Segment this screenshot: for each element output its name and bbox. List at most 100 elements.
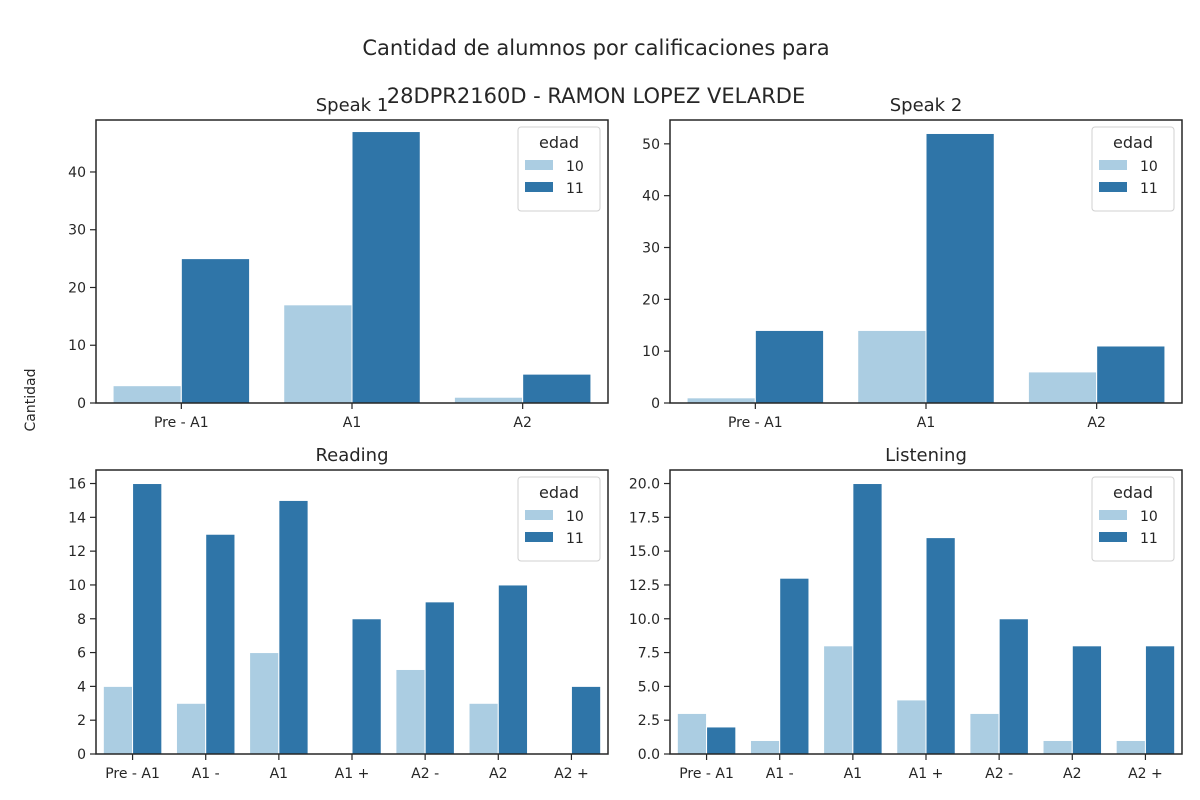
bar-series-11 — [754, 329, 825, 404]
x-tick-label: A1 — [343, 415, 361, 431]
legend: edad 10 11 — [517, 126, 601, 212]
subplot-title: Listening — [885, 445, 967, 466]
y-tick-label: 50 — [642, 137, 660, 153]
y-tick-label: 10 — [68, 578, 86, 594]
x-tick-label: A2 - — [985, 766, 1013, 782]
legend: edad 10 11 — [1091, 476, 1175, 562]
y-tick-label: 0 — [77, 747, 86, 763]
y-tick-label: 30 — [68, 223, 86, 239]
bar-series-10 — [676, 712, 708, 755]
subplot-title: Speak 1 — [316, 95, 389, 116]
y-tick-label: 17.5 — [629, 510, 660, 526]
legend-swatch — [1099, 532, 1127, 542]
bar-series-11 — [570, 685, 602, 755]
y-tick-label: 2 — [77, 713, 86, 729]
legend-swatch — [1099, 160, 1127, 170]
x-tick-label: A2 — [1087, 415, 1105, 431]
y-tick-label: 6 — [77, 646, 86, 662]
bar-series-11 — [998, 618, 1029, 755]
x-tick-label: A1 - — [192, 766, 220, 782]
legend-swatch — [525, 510, 553, 520]
chart-panel-2: Speak 2 0 10 20 30 40 50 Pre - A1 A1 A2 edad 10 11 — [642, 95, 1183, 431]
y-tick-label: 20 — [68, 280, 86, 296]
legend-label: 10 — [1140, 159, 1158, 175]
y-tick-label: 12 — [68, 544, 86, 560]
y-tick-label: 40 — [642, 189, 660, 205]
legend: edad 10 11 — [517, 476, 601, 562]
legend-title: edad — [1113, 483, 1153, 502]
legend-title: edad — [539, 483, 579, 502]
y-tick-label: 0 — [651, 396, 660, 412]
bar-series-11 — [706, 726, 737, 755]
y-tick-label: 20.0 — [629, 477, 660, 493]
legend-swatch — [1099, 182, 1127, 192]
chart-panel-3: Reading 0 2 4 6 8 10 12 14 16 Pre - A1 A1 - A1 A1 + A2… — [68, 445, 609, 782]
chart-panel-4: Listening 0.0 2.5 5.0 7.5 10.0 12.5 15.0 17.5 20.… — [629, 445, 1183, 782]
bar-series-11 — [424, 601, 455, 755]
x-tick-label: A1 — [917, 415, 935, 431]
legend-label: 10 — [566, 159, 584, 175]
legend-title: edad — [539, 133, 579, 152]
legend-label: 11 — [566, 181, 584, 197]
y-tick-label: 40 — [68, 165, 86, 181]
y-tick-label: 2.5 — [638, 713, 660, 729]
subplot-title: Speak 2 — [890, 95, 963, 116]
bar-series-11 — [1096, 345, 1166, 404]
bar-series-11 — [180, 258, 251, 404]
bar-series-10 — [102, 685, 134, 755]
x-tick-label: A1 — [844, 766, 862, 782]
bar-series-10 — [283, 304, 353, 404]
x-tick-label: A1 - — [766, 766, 794, 782]
bar-series-11 — [852, 483, 883, 755]
legend-swatch — [1099, 510, 1127, 520]
legend-swatch — [525, 182, 553, 192]
x-tick-label: A1 + — [335, 766, 370, 782]
plot-frame — [95, 119, 609, 404]
chart-panel-1: Speak 1 0 10 20 30 40 Pre - A1 A1 A2 edad 10 11 — [68, 95, 609, 431]
bar-series-11 — [278, 499, 309, 755]
bar-series-10 — [969, 712, 1000, 755]
x-tick-label: A2 — [513, 415, 531, 431]
bar-series-10 — [1027, 371, 1098, 404]
y-tick-label: 0.0 — [638, 747, 660, 763]
bar-series-11 — [522, 373, 592, 404]
plot-frame — [95, 469, 609, 755]
y-tick-label: 15.0 — [629, 544, 660, 560]
bar-series-11 — [925, 132, 995, 404]
legend-label: 11 — [1140, 181, 1158, 197]
bar-series-11 — [1071, 645, 1103, 755]
figure-title-line-2: 28DPR2160D - RAMON LOPEZ VELARDE — [386, 84, 806, 108]
y-tick-label: 4 — [77, 679, 86, 695]
bar-series-11 — [205, 533, 236, 755]
x-tick-label: A1 + — [909, 766, 944, 782]
legend: edad 10 11 — [1091, 126, 1175, 212]
plot-frame — [669, 469, 1183, 755]
bar-series-11 — [351, 131, 421, 404]
x-tick-label: A1 — [270, 766, 288, 782]
y-tick-label: 10.0 — [629, 612, 660, 628]
legend-label: 10 — [566, 509, 584, 525]
legend-label: 10 — [1140, 509, 1158, 525]
bar-series-10 — [749, 739, 781, 755]
x-tick-label: A2 - — [411, 766, 439, 782]
bar-series-10 — [249, 652, 280, 755]
subplot-title: Reading — [315, 445, 388, 466]
figure-title: Cantidad de alumnos por calificaciones p… — [0, 12, 1192, 132]
y-tick-label: 7.5 — [638, 646, 660, 662]
bar-series-11 — [497, 584, 529, 755]
y-tick-label: 14 — [68, 510, 86, 526]
legend-swatch — [525, 160, 553, 170]
bar-series-11 — [925, 537, 956, 755]
bar-series-10 — [175, 702, 207, 755]
legend-swatch — [525, 532, 553, 542]
bar-series-11 — [132, 483, 163, 755]
bar-series-10 — [468, 702, 499, 755]
y-tick-label: 20 — [642, 292, 660, 308]
y-tick-label: 12.5 — [629, 578, 660, 594]
bar-series-10 — [112, 385, 182, 404]
bar-series-10 — [857, 329, 927, 404]
y-tick-label: 5.0 — [638, 679, 660, 695]
y-tick-label: 0 — [77, 396, 86, 412]
bar-series-11 — [351, 618, 382, 755]
figure-title-line-1: Cantidad de alumnos por calificaciones p… — [362, 36, 830, 60]
